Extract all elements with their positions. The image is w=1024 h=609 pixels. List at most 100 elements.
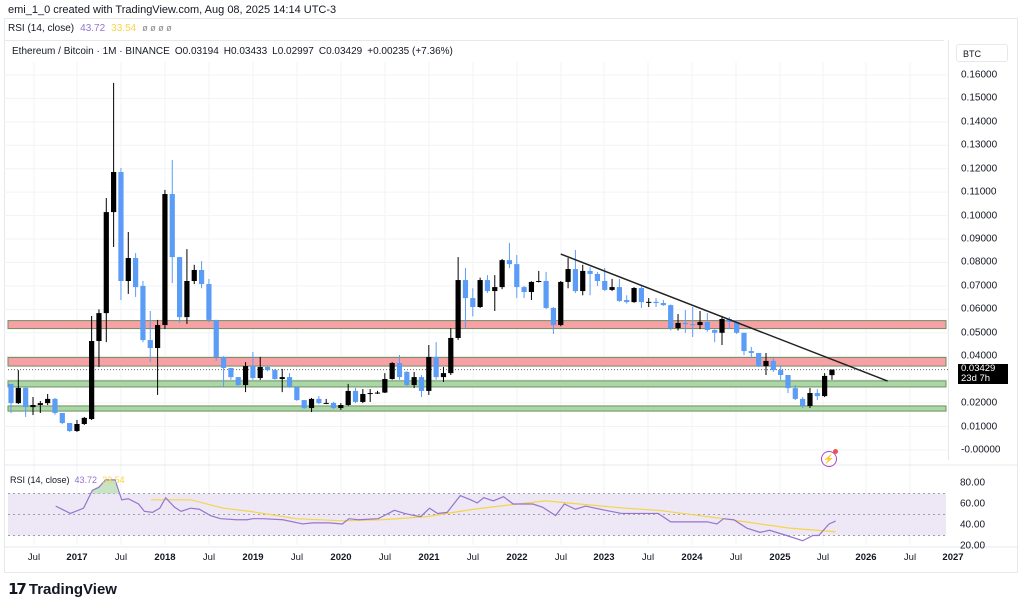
candle-body bbox=[426, 356, 432, 391]
candle bbox=[660, 299, 666, 306]
candle bbox=[96, 309, 102, 368]
candle bbox=[45, 393, 51, 405]
candle-body bbox=[653, 301, 659, 304]
rsi-pane-label: RSI (14, close) bbox=[10, 475, 70, 485]
candle-body bbox=[89, 341, 95, 420]
candle-body bbox=[345, 390, 351, 405]
candle bbox=[220, 356, 227, 387]
candle-body bbox=[814, 393, 820, 397]
price-label: 0.09000 bbox=[961, 233, 998, 245]
symbol-legend[interactable]: Ethereum / Bitcoin · 1M · BINANCE O0.031… bbox=[12, 46, 453, 57]
time-label: Jul bbox=[202, 552, 216, 563]
ohlc-high: H0.03433 bbox=[223, 46, 268, 57]
tradingview-logo[interactable]: 𝟭𝟳 TradingView bbox=[8, 580, 117, 599]
candle bbox=[543, 271, 549, 310]
lightning-icon[interactable]: ⚡ bbox=[821, 451, 837, 467]
candle-body bbox=[433, 356, 439, 378]
chart-frame bbox=[4, 18, 1018, 573]
candle-body bbox=[726, 318, 732, 323]
candle bbox=[492, 275, 498, 312]
candle bbox=[52, 397, 58, 415]
candle bbox=[756, 352, 762, 368]
candle bbox=[382, 373, 388, 394]
price-label: 0.08000 bbox=[961, 256, 998, 268]
time-label: 2022 bbox=[506, 552, 528, 563]
candle bbox=[374, 390, 381, 394]
candle bbox=[257, 356, 263, 380]
candle bbox=[272, 368, 278, 380]
time-label: 2026 bbox=[855, 552, 877, 563]
rsi-legend-label: RSI (14, close) bbox=[8, 22, 75, 34]
rsi-pane-legend[interactable]: RSI (14, close) 43.72 33.54 bbox=[10, 475, 125, 485]
price-label: -0.00000 bbox=[961, 444, 1001, 456]
candle-body bbox=[748, 351, 754, 353]
candle-body bbox=[785, 374, 791, 389]
currency-button[interactable]: BTC bbox=[956, 44, 1008, 62]
candle bbox=[455, 257, 461, 340]
candle-body bbox=[829, 369, 835, 376]
candle-body bbox=[448, 337, 454, 374]
candle-body bbox=[330, 402, 337, 409]
price-axis[interactable] bbox=[948, 40, 1019, 460]
candle-body bbox=[440, 373, 447, 378]
candle bbox=[778, 366, 784, 380]
candle bbox=[418, 374, 425, 398]
candle bbox=[558, 280, 564, 327]
candle bbox=[675, 314, 681, 331]
candle bbox=[499, 258, 505, 290]
price-label: 0.05000 bbox=[961, 327, 998, 339]
candle bbox=[624, 295, 630, 304]
candle-body bbox=[792, 388, 798, 399]
candle-body bbox=[741, 332, 747, 352]
candle bbox=[829, 369, 835, 380]
candle-body bbox=[638, 288, 644, 303]
candle-body bbox=[338, 404, 344, 409]
candle-body bbox=[587, 270, 593, 274]
candle-body bbox=[294, 386, 300, 401]
price-label: 0.02000 bbox=[961, 397, 998, 409]
candle-body bbox=[734, 322, 740, 333]
candle bbox=[477, 277, 483, 308]
rsi-overbought-fill bbox=[91, 479, 119, 494]
candle-body bbox=[81, 417, 87, 424]
time-label: Jul bbox=[466, 552, 480, 563]
candle bbox=[155, 319, 161, 395]
candle-body bbox=[763, 360, 769, 367]
candle-body bbox=[23, 387, 29, 408]
candle bbox=[235, 377, 241, 387]
rsi-legend-top[interactable]: RSI (14, close) 43.72 33.54 ø ø ø ø bbox=[8, 20, 172, 36]
candle-body bbox=[389, 363, 395, 379]
candle bbox=[279, 368, 285, 393]
candle-body bbox=[8, 383, 14, 404]
candle bbox=[169, 160, 175, 284]
price-label: 0.15000 bbox=[961, 92, 998, 104]
candle-body bbox=[558, 281, 564, 326]
candle-body bbox=[536, 280, 542, 282]
time-label: 2024 bbox=[681, 552, 703, 563]
candle-body bbox=[67, 423, 73, 432]
candle-body bbox=[668, 305, 674, 329]
candle bbox=[316, 396, 322, 405]
candle bbox=[330, 401, 337, 409]
candle-body bbox=[506, 260, 513, 265]
candle-body bbox=[521, 287, 527, 293]
ohlc-change: +0.00235 (+7.36%) bbox=[367, 46, 453, 57]
price-label: 0.04000 bbox=[961, 350, 998, 362]
candle bbox=[301, 400, 307, 409]
candle bbox=[616, 278, 622, 302]
time-label: Jul bbox=[903, 552, 917, 563]
rsi-pane bbox=[8, 479, 946, 542]
tradingview-logo-icon: 𝟭𝟳 bbox=[8, 581, 27, 598]
candle bbox=[587, 267, 593, 296]
candle-body bbox=[374, 392, 381, 394]
candle bbox=[609, 278, 615, 292]
price-label: 0.06000 bbox=[961, 303, 998, 315]
grid-lines bbox=[4, 62, 1018, 548]
price-label: 0.01000 bbox=[961, 421, 998, 433]
candle bbox=[763, 352, 769, 375]
candle-body bbox=[52, 398, 58, 413]
price-label: 0.14000 bbox=[961, 116, 998, 128]
candle-body bbox=[147, 340, 153, 349]
candle bbox=[822, 373, 828, 398]
